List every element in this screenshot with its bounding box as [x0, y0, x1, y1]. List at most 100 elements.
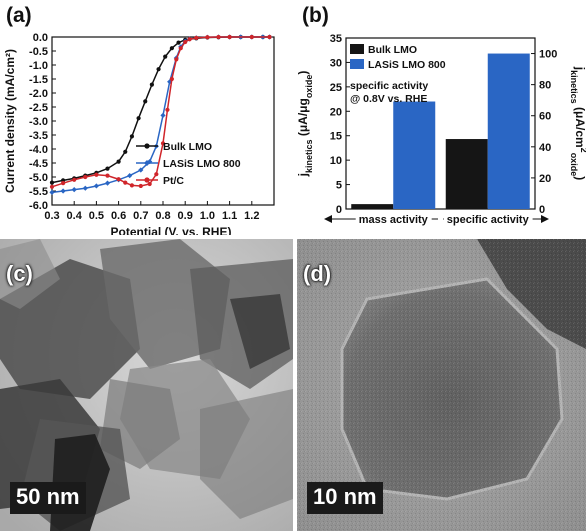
data-point-a — [136, 116, 141, 121]
data-point-a — [94, 172, 99, 177]
data-point-a — [105, 166, 110, 171]
y-tick-label-left-b: 15 — [330, 131, 342, 143]
data-point-a — [154, 172, 159, 177]
category-label-bg — [355, 214, 432, 226]
x-tick-label-a: 0.4 — [67, 210, 83, 222]
y-tick-label-left-b: 20 — [330, 106, 342, 118]
bar-lasis-mass — [393, 101, 436, 209]
data-point-a — [176, 40, 181, 45]
data-point-a — [149, 82, 154, 87]
data-point-a — [93, 183, 99, 189]
legend-label-b: LASiS LMO 800 — [368, 59, 446, 71]
x-tick-label-a: 0.9 — [178, 210, 193, 222]
data-point-a — [216, 34, 221, 40]
y-tick-label-a: -2.0 — [29, 88, 48, 100]
y-axis-title-a: Current density (mA/cm²) — [3, 49, 17, 193]
data-point-a — [165, 107, 170, 112]
x-tick-label-a: 0.6 — [111, 210, 126, 222]
data-point-a — [138, 183, 143, 189]
panel-c-label: (c) — [6, 261, 33, 286]
x-tick-label-a: 0.3 — [44, 210, 59, 222]
legend-marker-a — [144, 160, 150, 166]
data-point-a — [160, 112, 166, 118]
x-axis-title-a: Potential (V, vs. RHE) — [111, 225, 232, 235]
data-point-a — [123, 149, 128, 154]
y-tick-label-left-b: 25 — [330, 82, 342, 94]
tem-particles-c — [0, 239, 293, 531]
data-point-a — [143, 99, 148, 104]
y-tick-label-a: -5.5 — [29, 186, 48, 198]
legend-label-a: LASiS LMO 800 — [163, 158, 241, 170]
data-point-a — [174, 57, 179, 62]
data-point-a — [147, 181, 152, 187]
bar-lasis-specific — [487, 53, 530, 209]
y-tick-label-right-b: 0 — [539, 204, 545, 216]
x-tick-label-a: 1.2 — [244, 210, 259, 222]
y-tick-label-a: -3.5 — [29, 130, 48, 142]
legend-swatch-b — [350, 59, 364, 69]
legend-label-a: Pt/C — [163, 175, 184, 187]
data-point-a — [138, 167, 144, 173]
x-tick-label-a: 1.1 — [222, 210, 237, 222]
tem-image-d: (d) 10 nm — [297, 239, 586, 531]
data-point-a — [163, 54, 168, 59]
data-point-a — [116, 159, 121, 164]
bar-bulk-mass — [351, 204, 394, 209]
data-point-a — [116, 177, 121, 182]
data-point-a — [205, 35, 210, 40]
y-axis-title-right-b: jkinetics (μA/cm2oxide) — [569, 66, 586, 180]
data-point-a — [169, 46, 174, 51]
data-point-a — [123, 180, 128, 185]
y-tick-label-a: -2.5 — [29, 102, 48, 114]
panel-b-label: (b) — [302, 4, 329, 27]
panel-a-label: (a) — [6, 4, 32, 27]
data-point-a — [49, 180, 55, 185]
y-tick-label-a: -4.5 — [29, 158, 48, 170]
y-tick-label-a: 0.0 — [33, 32, 48, 44]
category-label-b: mass activity — [359, 214, 429, 226]
y-tick-label-left-b: 35 — [330, 33, 342, 45]
data-point-a — [104, 180, 111, 186]
data-point-a — [105, 173, 110, 178]
y-tick-label-a: -5.0 — [29, 172, 48, 184]
category-label-b: specific activity — [447, 214, 530, 226]
y-tick-label-a: -4.0 — [29, 144, 48, 156]
plot-frame-b — [345, 37, 536, 210]
data-point-a — [178, 46, 183, 51]
data-point-a — [83, 174, 88, 180]
y-tick-label-left-b: 5 — [336, 180, 342, 192]
y-tick-label-a: -0.5 — [29, 46, 48, 58]
legend-marker-a — [144, 143, 150, 149]
legend-label-b: Bulk LMO — [368, 44, 417, 56]
x-tick-label-a: 0.7 — [133, 210, 148, 222]
data-point-a — [160, 141, 166, 146]
arrow-head-right — [541, 215, 549, 223]
data-point-a — [129, 134, 135, 139]
data-point-a — [129, 183, 135, 188]
data-point-a — [61, 181, 66, 186]
data-point-a — [194, 35, 199, 40]
data-point-a — [249, 34, 254, 40]
x-tick-label-a: 1.0 — [200, 210, 215, 222]
y-tick-label-left-b: 10 — [330, 155, 342, 167]
legend-swatch-b — [350, 44, 364, 54]
y-axis-title-left-b: jkinetics (μA/μgoxide) — [296, 71, 314, 178]
tem-image-c: (c) 50 nm — [0, 239, 293, 531]
data-point-a — [60, 188, 66, 194]
y-tick-label-right-b: 20 — [539, 173, 551, 185]
y-tick-label-a: -1.0 — [29, 60, 48, 72]
data-point-a — [82, 185, 88, 191]
y-tick-label-a: -3.0 — [29, 116, 48, 128]
y-tick-label-right-b: 40 — [539, 142, 551, 154]
y-tick-label-a: -6.0 — [29, 200, 48, 212]
category-label-bg — [443, 214, 533, 226]
data-point-a — [267, 34, 272, 40]
y-tick-label-right-b: 100 — [539, 49, 557, 61]
data-point-a — [71, 187, 77, 193]
data-point-a — [183, 39, 188, 45]
y-tick-label-right-b: 80 — [539, 80, 551, 92]
bar-bulk-specific — [445, 139, 488, 209]
y-tick-label-a: -1.5 — [29, 74, 48, 86]
data-point-a — [49, 184, 55, 189]
data-point-a — [187, 37, 192, 42]
